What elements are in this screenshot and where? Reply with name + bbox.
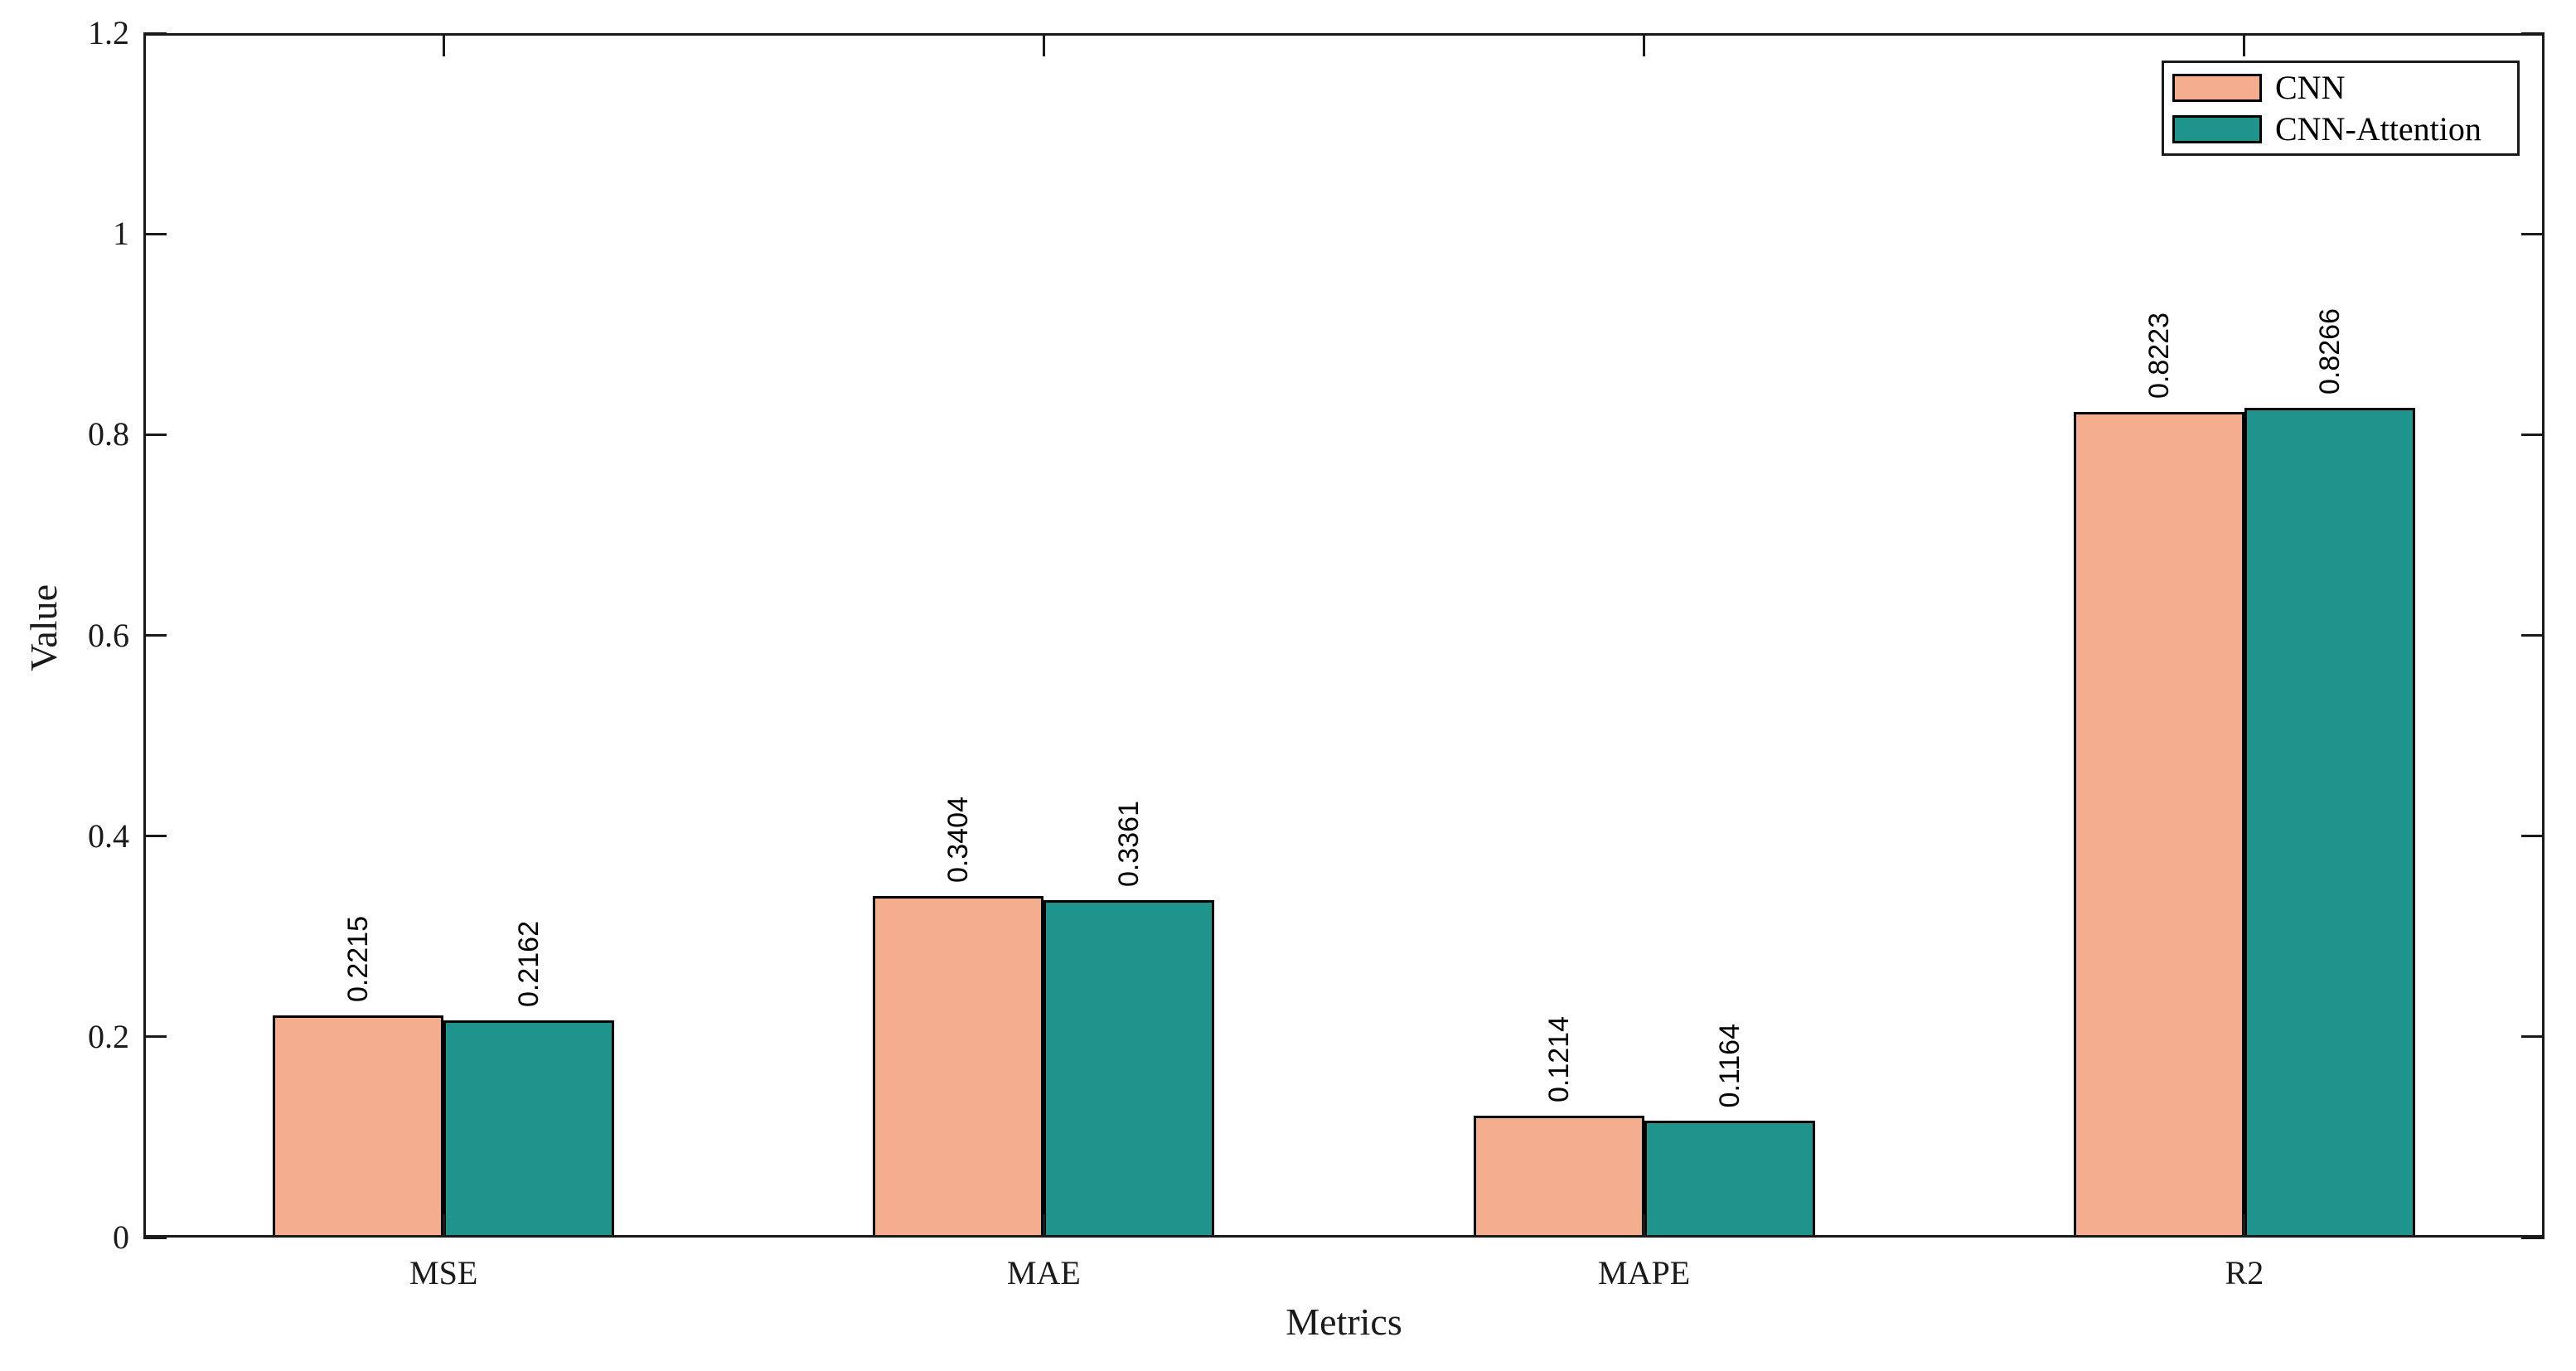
legend-item-cnn-attention: CNN-Attention [2172, 109, 2509, 148]
x-tick-mark-top [2243, 33, 2246, 56]
x-tick-mark [2243, 1214, 2246, 1238]
y-tick-label: 1 [113, 215, 129, 253]
y-tick-mark [143, 31, 167, 35]
bar-value-label-cnn-attention-mae: 0.3361 [1113, 801, 1145, 888]
bar-cnn-attention-mape [1644, 1121, 1815, 1238]
x-tick-label-r2: R2 [2225, 1254, 2264, 1291]
y-tick-label: 0.8 [88, 415, 129, 453]
y-tick-mark [143, 835, 167, 838]
y-tick-mark [143, 232, 167, 235]
x-category-labels: MSE MAE MAPE R2 [143, 1253, 2545, 1303]
y-tick-label: 0.4 [88, 816, 129, 855]
bar-value-label-cnn-mape: 0.1214 [1542, 1016, 1575, 1103]
x-tick-mark-top [442, 33, 445, 56]
y-tick-mark-right [2521, 634, 2545, 637]
y-tick-mark-right [2521, 232, 2545, 235]
y-tick-mark-right [2521, 31, 2545, 35]
x-axis-title: Metrics [1286, 1301, 1402, 1343]
bar-value-label-cnn-mse: 0.2215 [342, 915, 375, 1002]
plot-area: 0.2215 0.3404 0.1214 0.8223 0.2162 0.3361 0.11… [143, 31, 2545, 1239]
bar-cnn-attention-mse [443, 1020, 615, 1238]
bar-value-label-cnn-attention-mse: 0.2162 [513, 921, 545, 1008]
x-tick-mark [1042, 1214, 1045, 1238]
y-tick-mark-right [2521, 1035, 2545, 1039]
bar-value-label-cnn-mae: 0.3404 [942, 796, 975, 883]
bar-cnn-mse [273, 1015, 444, 1238]
y-tick-mark [143, 1236, 167, 1239]
x-tick-mark-top [1042, 33, 1045, 56]
y-tick-mark-right [2521, 1236, 2545, 1239]
bar-value-label-cnn-attention-mape: 0.1164 [1713, 1023, 1746, 1108]
legend-label-cnn-attention: CNN-Attention [2275, 109, 2482, 148]
bar-cnn-r2 [2073, 412, 2244, 1238]
y-tick-mark-right [2521, 433, 2545, 436]
x-tick-mark [442, 1214, 445, 1238]
x-tick-mark [1643, 1214, 1646, 1238]
y-tick-label: 0.2 [88, 1017, 129, 1055]
y-tick-label: 0 [113, 1218, 129, 1256]
legend: CNN CNN-Attention [2162, 61, 2520, 156]
legend-item-cnn: CNN [2172, 68, 2509, 106]
legend-swatch-cnn [2172, 73, 2262, 102]
y-tick-label: 0.6 [88, 616, 129, 654]
y-tick-mark [143, 433, 167, 436]
y-tick-mark [143, 1035, 167, 1039]
bar-value-label-cnn-attention-r2: 0.8266 [2313, 308, 2346, 395]
bar-value-label-cnn-r2: 0.8223 [2143, 312, 2175, 400]
y-axis-title: Value [22, 584, 65, 671]
bar-cnn-mape [1473, 1116, 1644, 1238]
y-tick-labels: 0 0.2 0.4 0.6 0.8 1 1.2 [0, 0, 129, 1371]
x-tick-label-mae: MAE [1006, 1254, 1081, 1291]
bar-cnn-mae [873, 895, 1044, 1238]
x-tick-label-mse: MSE [409, 1254, 478, 1291]
legend-label-cnn: CNN [2275, 68, 2346, 106]
bar-cnn-attention-mae [1043, 900, 1215, 1238]
x-tick-label-mape: MAPE [1598, 1254, 1691, 1291]
y-tick-label: 1.2 [88, 14, 129, 51]
y-tick-mark-right [2521, 835, 2545, 838]
legend-swatch-cnn-attention [2172, 114, 2262, 143]
y-tick-mark [143, 634, 167, 637]
bar-cnn-attention-r2 [2244, 408, 2415, 1238]
x-tick-mark-top [1643, 33, 1646, 56]
